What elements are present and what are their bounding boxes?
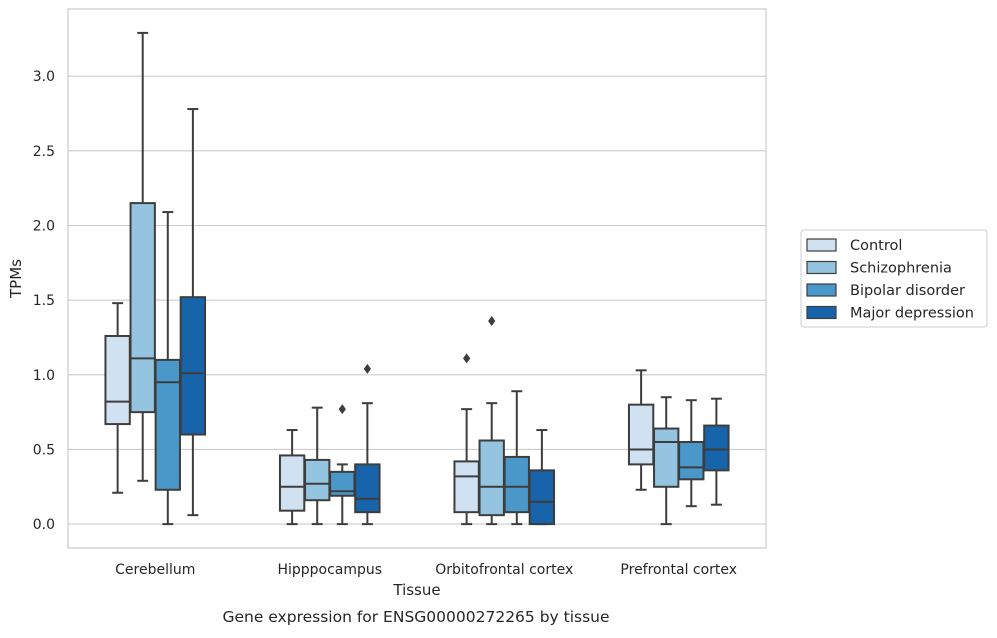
box-2-3 xyxy=(678,399,705,508)
box-iqr xyxy=(453,460,480,514)
x-tick-label: Prefrontal cortex xyxy=(620,562,737,578)
box-iqr xyxy=(528,469,556,526)
box-iqr xyxy=(304,458,331,502)
legend-swatch xyxy=(806,305,837,320)
box-0-2 xyxy=(453,353,480,526)
plot-frame xyxy=(67,8,767,549)
x-tick-labels: Cerebellum Hipppocampus Orbitofrontal cort… xyxy=(115,562,737,578)
box-iqr xyxy=(104,334,131,426)
boxes-layer xyxy=(104,31,730,526)
legend-swatch xyxy=(806,283,837,297)
x-axis-label: Tissue xyxy=(392,581,440,599)
x-tick-label: Orbitofrontal cortex xyxy=(435,562,573,578)
y-tick-label: 1.0 xyxy=(33,368,55,384)
box-iqr xyxy=(478,439,505,517)
box-iqr xyxy=(503,455,530,514)
y-tick-label: 0.5 xyxy=(33,442,55,458)
box-3-2 xyxy=(528,429,556,526)
box-1-1 xyxy=(304,406,331,526)
x-tick-label: Hipppocampus xyxy=(277,562,382,578)
figure-caption: Gene expression for ENSG00000272265 by t… xyxy=(222,608,609,626)
legend-entry: Schizophrenia xyxy=(850,261,952,277)
y-tick-label: 0.0 xyxy=(33,517,55,533)
box-1-3 xyxy=(653,396,680,526)
box-iqr xyxy=(627,403,655,466)
outlier-point xyxy=(363,363,371,374)
box-2-1 xyxy=(329,404,356,526)
box-2-2 xyxy=(503,390,530,526)
x-tick-label: Cerebellum xyxy=(115,562,195,578)
legend-swatch xyxy=(806,238,837,252)
outlier-point xyxy=(463,353,471,364)
legend-entry: Control xyxy=(850,238,902,254)
y-tick-label: 2.0 xyxy=(33,218,55,234)
box-iqr xyxy=(179,296,207,436)
y-tick-label: 2.5 xyxy=(33,144,55,160)
box-2-0 xyxy=(154,211,181,526)
box-iqr xyxy=(154,358,181,491)
box-3-3 xyxy=(703,397,730,506)
box-iqr xyxy=(354,463,381,514)
legend-entry: Major depression xyxy=(850,306,974,322)
box-iqr xyxy=(129,202,156,414)
legend[interactable]: Control Schizophrenia Bipolar disorder Majo… xyxy=(800,229,988,328)
box-3-1 xyxy=(354,363,381,526)
box-0-0 xyxy=(104,302,131,494)
legend-swatch xyxy=(806,260,837,275)
box-iqr xyxy=(278,454,306,512)
box-iqr xyxy=(653,427,680,488)
outlier-point xyxy=(338,404,346,415)
legend-frame xyxy=(800,229,988,328)
box-0-1 xyxy=(278,429,306,526)
y-tick-label: 3.0 xyxy=(33,69,55,85)
legend-entry: Bipolar disorder xyxy=(850,283,965,299)
box-iqr xyxy=(678,440,705,481)
y-tick-label: 1.5 xyxy=(33,293,55,309)
y-tick-labels: 0.0 0.5 1.0 1.5 2.0 2.5 3.0 xyxy=(33,69,55,533)
box-1-2 xyxy=(478,316,505,526)
y-axis-label: TPMs xyxy=(7,259,25,299)
outlier-point xyxy=(488,316,496,327)
box-1-0 xyxy=(129,31,156,482)
box-3-0 xyxy=(179,108,207,517)
box-iqr xyxy=(703,424,730,472)
box-0-3 xyxy=(627,369,655,491)
